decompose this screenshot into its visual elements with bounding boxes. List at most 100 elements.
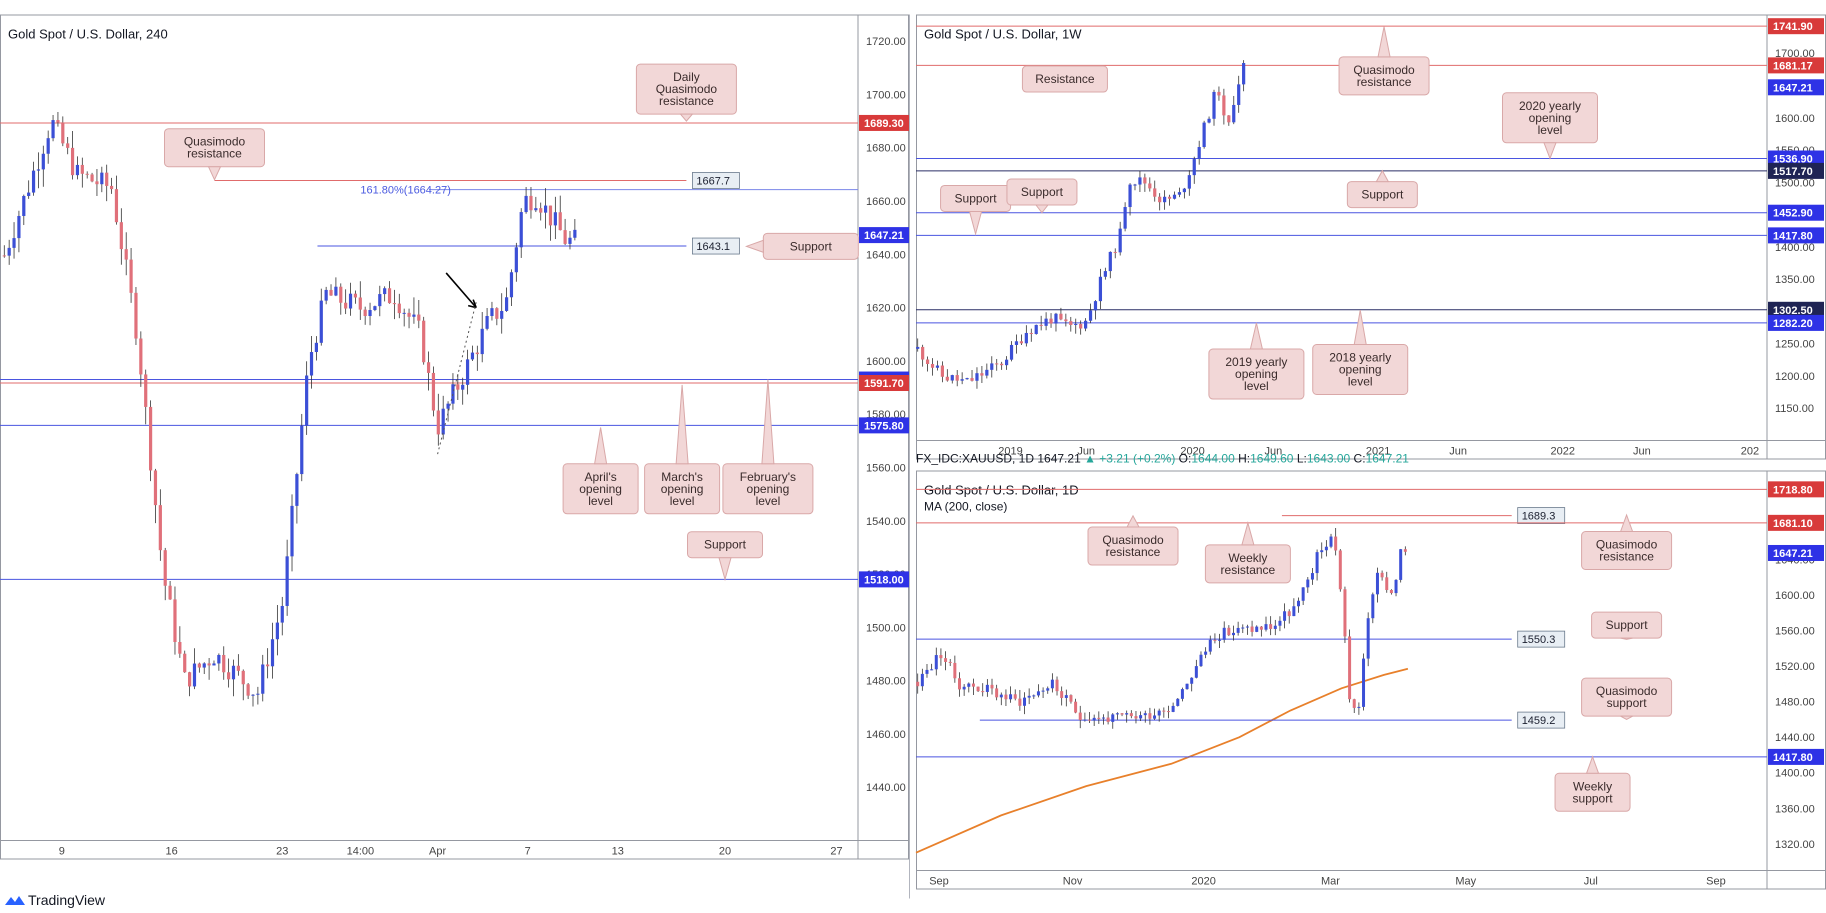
candle-body (119, 222, 123, 250)
candle-body (1197, 147, 1201, 160)
candle-body (1128, 184, 1132, 208)
price-tick-label: 1700.00 (866, 89, 906, 101)
symbol-info-text: FX_IDC:XAUUSD, 1D 1647.21 ▲ +3.21 (+0.2%… (916, 452, 1409, 466)
candle-body (1134, 716, 1138, 719)
candle-body (509, 272, 514, 298)
candle-body (1180, 689, 1184, 699)
candle-body (305, 375, 309, 426)
candle-body (1103, 271, 1107, 277)
price-tick-label: 1540.00 (866, 516, 906, 528)
candle-body (178, 642, 182, 654)
candle-body (1049, 318, 1053, 324)
candle-body (1380, 572, 1384, 578)
candle-body (1088, 310, 1093, 321)
callout-pointer (968, 210, 983, 236)
candle-body (1212, 91, 1216, 119)
candle-body (1041, 690, 1045, 692)
ma-legend-label: MA (200, close) (924, 500, 1007, 514)
candle-body (1283, 611, 1287, 621)
candle-body (1143, 177, 1147, 184)
candle-body (1129, 713, 1133, 717)
candle-body (529, 195, 533, 211)
candle-body (1177, 192, 1182, 195)
candle-body (461, 384, 465, 390)
candle-body (207, 663, 211, 666)
candle-body (422, 320, 426, 363)
candle-body (1036, 691, 1040, 696)
candle-body (1139, 715, 1143, 719)
price-tick-label: 1600.00 (1775, 113, 1815, 125)
level-inline-label: 1689.3 (1522, 511, 1556, 523)
candle-body (1329, 536, 1333, 547)
symbol-info-part: ▲ +3.21 (+0.2%) (1081, 452, 1176, 466)
candle-body (1032, 695, 1036, 697)
callout-text: Weekly (1228, 551, 1267, 565)
candle-body (1083, 719, 1087, 721)
candle-body (925, 359, 930, 364)
price-tick-label: 1560.00 (866, 462, 906, 474)
candle-body (1153, 715, 1157, 719)
candle-body (1120, 713, 1124, 715)
price-tick-label: 1460.00 (866, 729, 906, 741)
time-tick-label: Nov (1063, 876, 1083, 888)
time-tick-label: Jun (1449, 446, 1467, 458)
current-price-label: 1647.21 (1773, 548, 1813, 560)
candle-body (227, 672, 231, 680)
chart-panel-h4: Gold Spot / U.S. Dollar, 240 1440.00 1460.… (0, 14, 909, 860)
candle-body (51, 120, 55, 139)
candle-body (485, 316, 489, 329)
candle-body (930, 669, 934, 671)
time-tick-label: 2021 (1366, 446, 1390, 458)
price-tick-label: 1400.00 (1775, 768, 1815, 780)
candle-body (1074, 701, 1078, 713)
candle-body (1027, 695, 1031, 698)
candle-body (970, 378, 974, 381)
candle-body (378, 294, 382, 307)
candle-body (995, 363, 999, 365)
candle-body (7, 247, 11, 256)
callout-pointer (675, 384, 689, 465)
symbol-info-part: 1643.00 (1307, 452, 1351, 466)
candle-body (539, 208, 543, 213)
candle-body (1301, 587, 1305, 601)
candle-body (955, 375, 959, 381)
candle-body (183, 653, 187, 673)
chart-panel-daily: Gold Spot / U.S. Dollar, 1D MA (200, clos… (915, 452, 1826, 890)
callout-pointer (594, 427, 608, 465)
candle-body (392, 303, 397, 305)
candle-body (85, 173, 89, 175)
candle-body (1133, 184, 1137, 186)
candle-body (1084, 320, 1088, 329)
level-price-tag (859, 114, 909, 131)
candle-body (960, 379, 964, 381)
candle-body (1092, 717, 1096, 721)
price-tick-label: 1500.00 (1775, 177, 1815, 189)
price-tick-label: 1440.00 (866, 782, 906, 794)
candle-body (1352, 699, 1356, 708)
candle-body (188, 672, 192, 687)
candle-body (916, 681, 920, 687)
candle-body (168, 585, 172, 600)
candle-body (990, 684, 994, 689)
symbol-info-part: C: (1350, 452, 1365, 466)
level-price-tag (1768, 748, 1824, 765)
candle-body (981, 691, 985, 693)
level-price-tag-label: 1718.80 (1773, 484, 1813, 496)
candle-body (1227, 627, 1231, 636)
tradingview-brand[interactable]: TradingView (28, 892, 106, 908)
candle-body (1118, 228, 1122, 253)
candle-body (383, 288, 387, 295)
level-price-tag-label: 1591.70 (864, 378, 904, 390)
callout-text: opening (661, 482, 704, 496)
candle-body (329, 289, 333, 296)
candle-body (1320, 550, 1324, 553)
price-tick-label: 1700.00 (1775, 48, 1815, 60)
price-tick-label: 1600.00 (866, 356, 906, 368)
tradingview-logo-icon[interactable] (4, 893, 26, 907)
candle-body (456, 384, 460, 390)
candle-body (490, 308, 494, 317)
candle-body (280, 605, 284, 623)
